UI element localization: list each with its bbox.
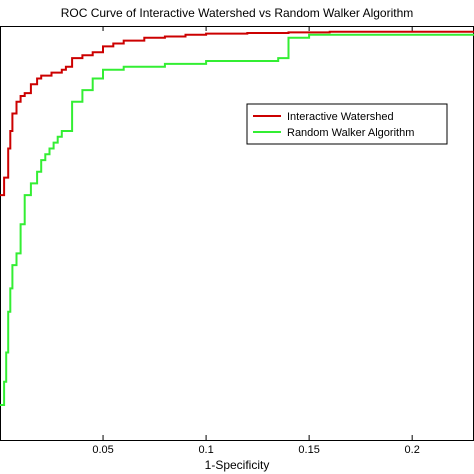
series-line-1 <box>0 30 474 197</box>
series-line-2 <box>0 33 474 406</box>
series-lines <box>0 30 474 406</box>
x-tick-label: 0.2 <box>405 444 420 456</box>
x-tick-label: 0.15 <box>298 444 319 456</box>
x-tick-label: 0.05 <box>92 444 113 456</box>
x-ticks: 0.05 0.1 0.15 0.2 <box>92 26 420 456</box>
x-tick-label: 0.1 <box>198 444 213 456</box>
x-axis-label: 1-Specificity <box>205 458 270 472</box>
legend: Interactive Watershed Random Walker Algor… <box>246 103 448 145</box>
plot-frame <box>0 26 474 441</box>
legend-label: Interactive Watershed <box>287 111 394 123</box>
legend-box <box>246 103 448 145</box>
legend-label: Random Walker Algorithm <box>287 127 414 139</box>
chart-title: ROC Curve of Interactive Watershed vs Ra… <box>61 6 414 20</box>
plot-area <box>0 26 474 441</box>
